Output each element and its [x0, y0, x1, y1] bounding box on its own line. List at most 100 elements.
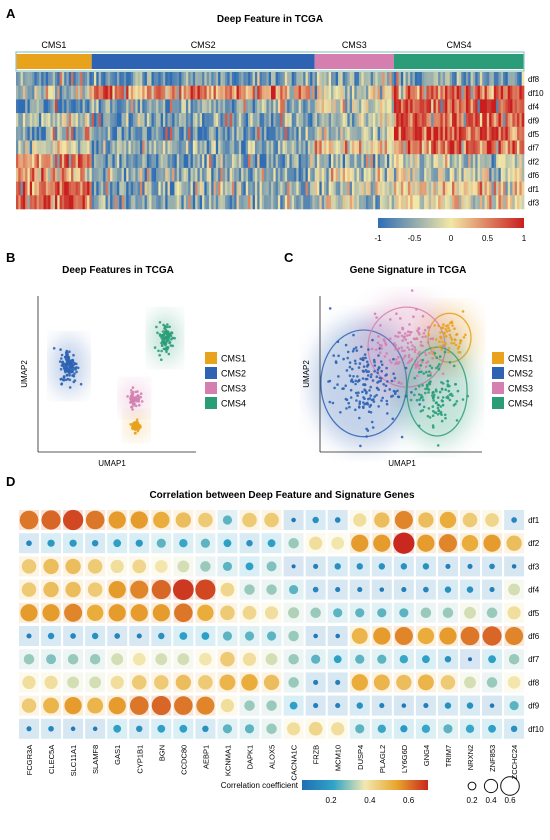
heatmap-cell [202, 195, 205, 210]
heatmap-cell [93, 181, 97, 196]
umap-point [414, 387, 418, 391]
heatmap-cell [38, 181, 42, 196]
heatmap-cell [419, 113, 423, 128]
heatmap-cell [512, 154, 516, 169]
heatmap-cell [162, 126, 166, 141]
umap-point [432, 346, 435, 350]
heatmap-cell [472, 113, 476, 128]
heatmap-cell [50, 113, 54, 128]
heatmap-cell [514, 126, 518, 141]
heatmap-cell [110, 195, 113, 210]
heatmap-cell [303, 195, 306, 210]
heatmap-cell [192, 154, 196, 169]
heatmap-cell [105, 154, 109, 169]
bubble [41, 510, 61, 530]
bubble [223, 539, 232, 548]
heatmap-cell [227, 181, 230, 196]
bubble [310, 607, 321, 619]
heatmap-cell [468, 72, 471, 86]
heatmap-cell [130, 154, 134, 169]
umap-point [403, 354, 407, 358]
heatmap-cell [128, 72, 132, 86]
heatmap-cell [153, 195, 157, 210]
heatmap-cell [338, 113, 341, 128]
heatmap-cell [507, 140, 511, 155]
heatmap-cell [287, 72, 290, 86]
heatmap-cell [291, 85, 295, 100]
heatmap-cell [16, 99, 19, 114]
heatmap-cell [393, 99, 397, 114]
heatmap-cell [345, 195, 348, 210]
heatmap-cell [105, 140, 109, 155]
heatmap-cell [91, 113, 95, 128]
heatmap-cell [119, 167, 122, 182]
heatmap-cell [445, 181, 448, 196]
heatmap-cell [114, 72, 118, 86]
heatmap-cell [185, 72, 189, 86]
heatmap-cell [449, 154, 453, 169]
heatmap-cell [32, 195, 35, 210]
bubble-gene-label: BGN [157, 745, 166, 761]
umap-point [385, 366, 388, 370]
heatmap-cell [34, 99, 37, 114]
umap-point [136, 429, 140, 433]
umap-point [334, 360, 338, 363]
umap-b-xlabel: UMAP1 [98, 459, 126, 468]
heatmap-cell [61, 181, 65, 196]
heatmap-cell [345, 140, 348, 155]
heatmap-cell [417, 126, 420, 141]
heatmap-cell [71, 195, 74, 210]
heatmap-cell [310, 140, 313, 155]
heatmap-cell [64, 140, 67, 155]
bubble [47, 632, 55, 640]
heatmap-cell [119, 72, 122, 86]
bubble [313, 703, 319, 709]
heatmap-cell [389, 85, 392, 100]
heatmap-cell [146, 72, 150, 86]
heatmap-cell [220, 181, 224, 196]
bubble [373, 627, 391, 645]
heatmap-cell [479, 181, 483, 196]
heatmap-cell [208, 85, 212, 100]
umap-point [68, 386, 72, 389]
heatmap-cell [347, 167, 351, 182]
heatmap-cell [319, 167, 323, 182]
heatmap-cell [491, 72, 495, 86]
heatmap-cell [486, 167, 490, 182]
heatmap-cell [202, 72, 205, 86]
heatmap-cell [461, 99, 464, 114]
heatmap-cell [284, 167, 288, 182]
bubble [444, 586, 452, 593]
bubble [401, 587, 407, 593]
heatmap-cell [172, 195, 175, 210]
heatmap-cell [333, 154, 337, 169]
heatmap-cell [87, 181, 90, 196]
heatmap-cell [503, 181, 506, 196]
heatmap-cell [165, 181, 168, 196]
heatmap-cell [149, 72, 152, 86]
heatmap-cell [174, 195, 178, 210]
heatmap-cell [280, 140, 283, 155]
heatmap-cell [151, 99, 155, 114]
heatmap-cell [472, 140, 476, 155]
heatmap-cell [435, 181, 439, 196]
heatmap-cell [139, 154, 143, 169]
heatmap-cell [197, 113, 201, 128]
umap-point [380, 347, 384, 350]
heatmap-cell [403, 181, 406, 196]
heatmap-cell [331, 126, 334, 141]
heatmap-cell [183, 126, 187, 141]
heatmap-cell [48, 140, 51, 155]
bubble-gene-label: CACNA1C [290, 744, 299, 780]
heatmap-cell [287, 181, 290, 196]
heatmap-cell [463, 154, 467, 169]
heatmap-cell [317, 167, 320, 182]
heatmap-cell [179, 126, 182, 141]
bubble [158, 632, 165, 640]
umap-point [344, 397, 348, 401]
heatmap-cell [407, 113, 411, 128]
heatmap-cell [179, 181, 182, 196]
heatmap-cell [275, 85, 279, 100]
bubble [289, 701, 298, 710]
heatmap-cell [294, 72, 297, 86]
